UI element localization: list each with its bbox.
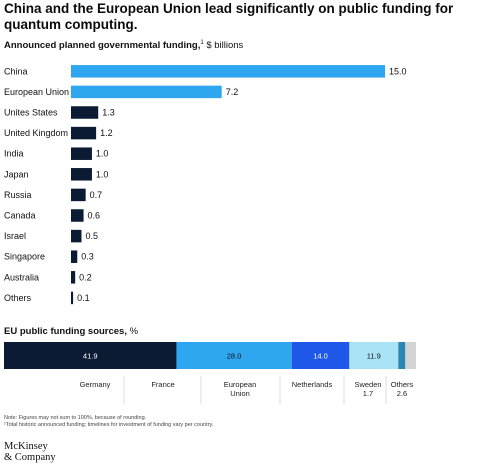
mckinsey-logo: McKinsey & Company <box>4 441 56 463</box>
value-label-china: 15.0 <box>389 66 407 76</box>
footnote-marker: 1 <box>200 40 204 46</box>
bar-european-union <box>71 85 222 99</box>
value-label-australia: 0.2 <box>79 272 92 282</box>
value-label-russia: 0.7 <box>90 190 103 200</box>
bar-japan <box>71 168 92 181</box>
segment-others <box>405 342 416 369</box>
bar-israel <box>71 229 82 243</box>
value-label-united-kingdom: 1.2 <box>100 128 113 138</box>
value-label-unites-states: 1.3 <box>102 108 115 118</box>
category-label-australia: Australia <box>4 272 39 282</box>
segment-value-germany: 41.9 <box>83 352 98 361</box>
segment-name-european-union-line2: Union <box>230 389 250 398</box>
category-label-canada: Canada <box>4 211 36 221</box>
segment-name-others-line2: 2.6 <box>397 389 407 398</box>
bar-russia <box>71 188 86 202</box>
value-label-singapore: 0.3 <box>81 252 94 262</box>
note-total-funding: ¹Total historic announced funding; timel… <box>4 422 214 428</box>
funding-bar-chart: China 15.0 European Union 7.2 Unites States 1… <box>4 65 407 305</box>
category-label-india: India <box>4 149 24 159</box>
segment-name-netherlands: Netherlands <box>292 380 333 389</box>
segment-name-others: Others <box>391 380 414 389</box>
stack-chart-title-main: EU public funding sources, <box>4 326 127 337</box>
bar-china <box>71 65 385 78</box>
segment-value-european-union: 14.0 <box>313 352 328 361</box>
segment-netherlands <box>349 342 399 369</box>
segment-value-netherlands: 11.9 <box>367 352 381 361</box>
bar-united-kingdom <box>71 126 97 140</box>
segment-name-germany: Germany <box>80 380 111 389</box>
value-label-canada: 0.6 <box>88 211 101 221</box>
segment-germany <box>4 342 177 369</box>
bar-others <box>71 291 74 305</box>
segment-european-union <box>291 342 350 369</box>
segment-name-sweden: Sweden <box>354 380 381 389</box>
value-label-european-union: 7.2 <box>226 87 239 97</box>
category-label-china: China <box>4 66 28 76</box>
value-label-israel: 0.5 <box>85 231 98 241</box>
segment-sweden <box>398 342 406 369</box>
bar-chart-subtitle-unit: $ billions <box>203 40 244 52</box>
category-label-united-kingdom: United Kingdom <box>4 128 68 138</box>
bar-unites-states <box>71 106 99 119</box>
bar-singapore <box>71 250 78 263</box>
category-label-others: Others <box>4 293 32 303</box>
segment-france <box>176 342 292 369</box>
category-label-european-union: European Union <box>4 87 69 97</box>
segment-value-france: 28.0 <box>227 352 242 361</box>
logo-line-1: McKinsey <box>4 441 48 452</box>
footnotes: Note: Figures may not sum to 100%, becau… <box>4 415 213 429</box>
bar-chart-subtitle: Announced planned governmental funding,1… <box>4 40 243 51</box>
value-label-others: 0.1 <box>77 293 90 303</box>
bar-canada <box>71 209 84 222</box>
note-rounding: Note: Figures may not sum to 100%, becau… <box>4 415 147 421</box>
category-label-israel: Israel <box>4 231 26 241</box>
chart-title: China and the European Union lead signif… <box>4 1 454 32</box>
category-label-japan: Japan <box>4 169 29 179</box>
stack-chart-title-unit: % <box>126 326 139 337</box>
eu-funding-stacked-bar: 41.9 28.0 14.0 11.9 Germany France EuropeanUni… <box>4 342 416 404</box>
segment-name-france: France <box>151 380 174 389</box>
bar-india <box>71 147 92 160</box>
bar-chart-subtitle-main: Announced planned governmental funding, <box>4 40 201 52</box>
value-label-india: 1.0 <box>96 149 109 159</box>
logo-line-2: & Company <box>4 452 56 463</box>
bar-australia <box>71 271 76 284</box>
segment-name-sweden-line2: 1.7 <box>363 389 373 398</box>
category-label-russia: Russia <box>4 190 32 200</box>
category-label-singapore: Singapore <box>4 252 45 262</box>
category-label-unites-states: Unites States <box>4 108 58 118</box>
value-label-japan: 1.0 <box>96 169 109 179</box>
stack-chart-title: EU public funding sources, % <box>4 326 138 337</box>
segment-name-european-union: European <box>224 380 257 389</box>
